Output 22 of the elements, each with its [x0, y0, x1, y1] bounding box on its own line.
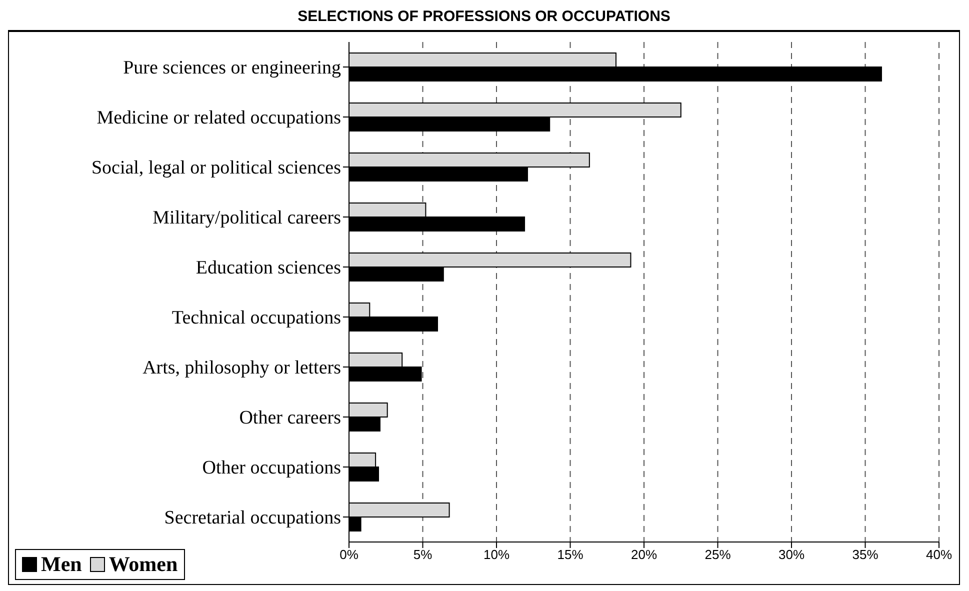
x-tick-label: 40% [926, 547, 952, 562]
x-tick-label: 20% [630, 547, 658, 562]
y-tick-label: Military/political careers [152, 208, 341, 229]
y-tick-label: Social, legal or political sciences [91, 158, 341, 179]
legend-label: Women [108, 552, 178, 577]
x-tick-label: 10% [483, 547, 510, 562]
legend-label: Men [40, 552, 82, 577]
y-tick-label: Medicine or related occupations [96, 108, 341, 129]
x-tick-label: 0% [340, 547, 359, 562]
y-tick-label: Arts, philosophy or letters [142, 358, 341, 379]
y-tick-label: Secretarial occupations [164, 508, 341, 529]
x-tick-label: 25% [704, 547, 732, 562]
chart-title: SELECTIONS OF PROFESSIONS OR OCCUPATIONS [8, 8, 960, 32]
x-tick-label: 35% [852, 547, 879, 562]
x-tick-label: 15% [557, 547, 584, 562]
x-tick-label: 5% [413, 547, 433, 562]
y-tick-label: Pure sciences or engineering [123, 58, 342, 79]
y-tick-label: Other careers [239, 408, 341, 429]
y-tick-label: Other occupations [202, 458, 341, 479]
y-tick-label: Education sciences [196, 258, 341, 279]
x-tick-label: 30% [778, 547, 805, 562]
y-tick-label: Technical occupations [172, 308, 341, 329]
